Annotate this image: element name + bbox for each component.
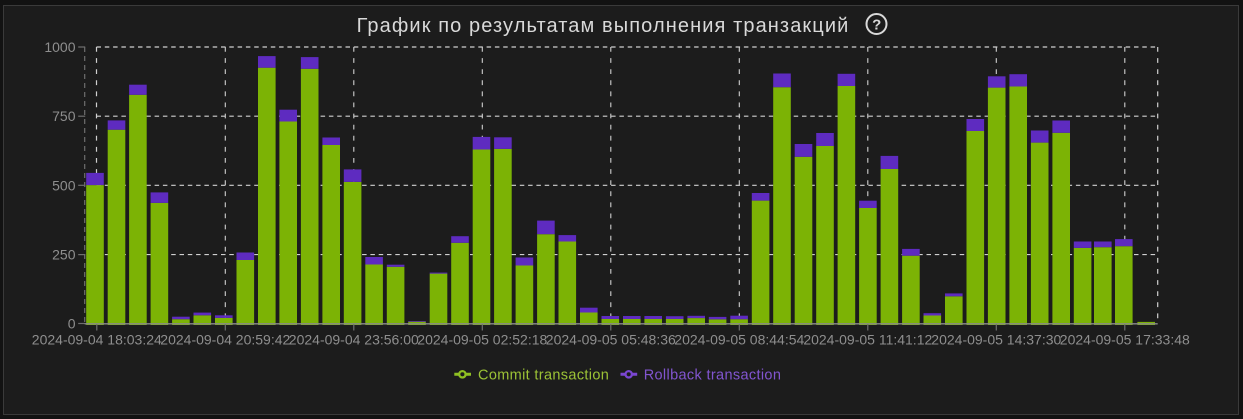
svg-text:2024-09-05 14:37:30: 2024-09-05 14:37:30 [931, 332, 1061, 348]
svg-text:2024-09-04 23:56:00: 2024-09-04 23:56:00 [289, 332, 419, 348]
svg-text:1000: 1000 [44, 39, 75, 55]
svg-text:2024-09-05 02:52:18: 2024-09-05 02:52:18 [417, 332, 547, 348]
svg-text:2024-09-04 20:59:42: 2024-09-04 20:59:42 [160, 332, 290, 348]
svg-text:500: 500 [52, 177, 76, 193]
svg-text:?: ? [872, 17, 881, 34]
svg-text:График по результатам выполнен: График по результатам выполнения транзак… [357, 15, 850, 37]
svg-text:Commit transaction: Commit transaction [478, 367, 609, 383]
svg-text:2024-09-05 17:33:48: 2024-09-05 17:33:48 [1060, 332, 1190, 348]
svg-text:2024-09-05 11:41:12: 2024-09-05 11:41:12 [803, 332, 932, 348]
svg-text:250: 250 [52, 247, 76, 263]
svg-text:750: 750 [52, 108, 76, 124]
svg-text:Rollback transaction: Rollback transaction [644, 367, 782, 383]
svg-text:2024-09-05 05:48:36: 2024-09-05 05:48:36 [546, 332, 676, 348]
svg-text:0: 0 [68, 316, 76, 332]
svg-text:2024-09-05 08:44:54: 2024-09-05 08:44:54 [674, 332, 804, 348]
svg-text:2024-09-04 18:03:24: 2024-09-04 18:03:24 [32, 332, 162, 348]
